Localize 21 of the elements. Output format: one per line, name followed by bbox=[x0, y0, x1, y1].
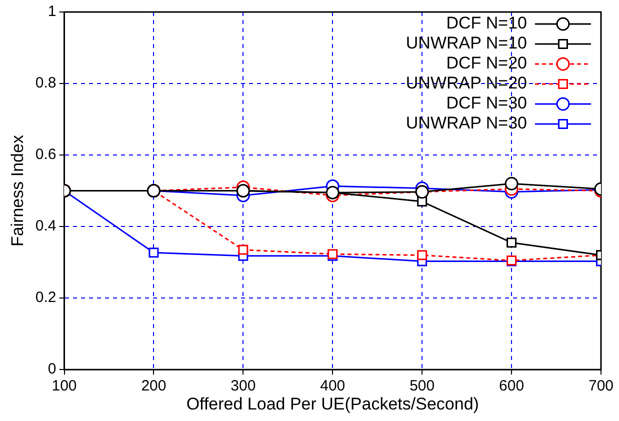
legend-label: DCF N=10 bbox=[446, 14, 527, 33]
x-tick-label: 500 bbox=[410, 378, 435, 395]
y-tick-label: 0 bbox=[48, 360, 56, 378]
x-tick-label: 400 bbox=[320, 378, 346, 395]
legend-label: UNWRAP N=20 bbox=[406, 74, 527, 93]
x-tick-label: 300 bbox=[230, 378, 256, 395]
x-axis-title: Offered Load Per UE(Packets/Second) bbox=[186, 394, 479, 414]
y-tick-label: 0.4 bbox=[35, 218, 56, 235]
legend-label: UNWRAP N=30 bbox=[406, 114, 527, 133]
y-axis-title: Fairness Index bbox=[8, 134, 27, 247]
legend-label: DCF N=20 bbox=[446, 54, 527, 73]
x-tick-label: 600 bbox=[499, 378, 524, 395]
legend-label: UNWRAP N=10 bbox=[406, 34, 527, 53]
y-tick-label: 0.2 bbox=[35, 289, 56, 306]
legend-label: DCF N=30 bbox=[446, 94, 527, 113]
x-tick-label: 200 bbox=[141, 378, 166, 395]
x-tick-label: 700 bbox=[588, 378, 614, 395]
x-tick-label: 100 bbox=[52, 378, 77, 395]
y-tick-label: 0.6 bbox=[35, 146, 56, 164]
y-tick-label: 1 bbox=[48, 3, 56, 20]
y-tick-label: 0.8 bbox=[35, 74, 56, 92]
